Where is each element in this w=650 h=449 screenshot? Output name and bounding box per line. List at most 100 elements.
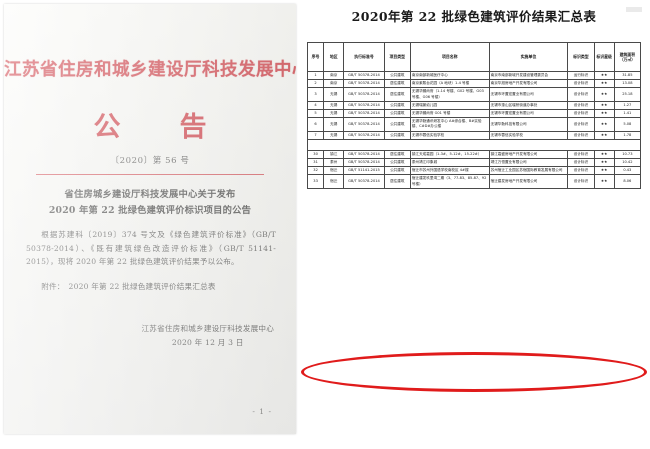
row-cell-unit: 无锡华勤科技有限公司 xyxy=(488,117,569,132)
table-body: 1 南京 GB/T 50378-2014 公共建筑 南京南部新城医疗中心 南京市南部新城开… xyxy=(306,70,642,189)
row-cell-no: 33 xyxy=(306,174,325,189)
row-cell-stars: ★★ xyxy=(593,79,615,89)
column-header-standard: 执行标准号 xyxy=(343,42,385,72)
row-cell-project-type: 公共建筑 xyxy=(383,117,411,132)
table-row[interactable]: 1 南京 GB/T 50378-2014 公共建筑 南京南部新城医疗中心 南京市南部新城开… xyxy=(306,70,642,81)
table-title: 2020年第 22 批绿色建筑评价结果汇总表 xyxy=(351,9,597,24)
row-cell-unit: 靖江万恒置业有限公司 xyxy=(488,158,569,168)
row-cell-stars: ★★ xyxy=(593,70,615,81)
row-cell-standard: GB/T 50378-2014 xyxy=(343,130,385,140)
row-cell-stars: ★★ xyxy=(593,117,615,132)
row-cell-label-type: 设计标识 xyxy=(567,117,595,132)
table-header: 序号 地区 执行标准号 项目类型 项目名称 实施单位 标识类型 标识星级 建筑面… xyxy=(306,42,642,72)
column-header-region: 地区 xyxy=(323,42,345,72)
row-cell-region: 镇江 xyxy=(323,149,345,160)
table-row[interactable]: 4 无锡 GB/T 50378-2014 公共建筑 无锡瑞景幼儿园 无锡市惠山区堰桥街道办… xyxy=(306,100,642,111)
row-cell-label-type: 设计标识 xyxy=(567,100,595,111)
row-cell-standard: GB/T 51141-2015 xyxy=(343,166,385,176)
row-cell-region: 无锡 xyxy=(323,109,345,119)
row-cell-region: 无锡 xyxy=(323,87,345,102)
attachment-line: 附件： 2020 年第 22 批绿色建筑评价结果汇总表 xyxy=(41,281,216,291)
row-cell-unit: 南京华旭房地产开发有限公司 xyxy=(488,79,569,89)
row-cell-project-type: 居住建筑 xyxy=(383,87,411,102)
column-header-label-type: 标识类型 xyxy=(567,42,595,72)
row-cell-stars: ★★ xyxy=(593,166,615,176)
table-row[interactable]: 30 镇江 GB/T 50378-2014 居住建筑 镇江天成嘉园（1-3#、5-12#… xyxy=(306,149,642,160)
table-row[interactable]: 2 南京 GB/T 50378-2014 居住建筑 南京紫熙台花园（A 地块）1-4 号… xyxy=(306,79,642,89)
row-cell-standard: GB/T 50378-2014 xyxy=(343,109,385,119)
column-header-unit: 实施单位 xyxy=(488,42,569,72)
body-paragraph: 根据苏建科〔2019〕374 号文及《绿色建筑评价标准》（GB/T 50378-… xyxy=(26,230,276,266)
row-cell-area: 1.41 xyxy=(613,109,642,119)
row-cell-label-type: 设计标识 xyxy=(567,149,595,160)
row-cell-label-type: 设计标识 xyxy=(567,130,595,140)
table-row[interactable]: 32 宿迁 GB/T 51141-2015 公共建筑 宿迁市苏州外国语学校南校区 4#楼… xyxy=(306,166,642,176)
row-cell-no: 6 xyxy=(306,117,325,132)
announcement-body: 根据苏建科〔2019〕374 号文及《绿色建筑评价标准》（GB/T 50378-… xyxy=(26,228,276,304)
row-cell-unit: 宿迁建发房地产开发有限公司 xyxy=(488,174,569,189)
row-cell-no: 32 xyxy=(306,166,325,176)
column-header-no: 序号 xyxy=(306,42,325,72)
column-header-area: 建筑面积 （万㎡） xyxy=(613,42,642,72)
table-row[interactable]: 31 泰州 GB/T 50378-2014 公共建筑 泰州靖江印象城 靖江万恒置业有限公司… xyxy=(306,158,642,168)
row-cell-project-name: 无锡华勤通讯研发中心 A#综合楼、B#实验楼、C#D#办公楼 xyxy=(409,117,490,132)
table-row[interactable]: 6 无锡 GB/T 50378-2014 公共建筑 无锡华勤通讯研发中心 A#综合楼、B… xyxy=(306,117,642,132)
row-cell-label-type: 设计标识 xyxy=(567,87,595,102)
row-cell-stars: ★★ xyxy=(593,109,615,119)
row-cell-standard: GB/T 50378-2014 xyxy=(343,87,385,102)
row-cell-region: 无锡 xyxy=(323,100,345,111)
row-cell-label-type: 设计标识 xyxy=(567,158,595,168)
row-cell-region: 宿迁 xyxy=(323,174,345,189)
row-cell-stars: ★★ xyxy=(593,158,615,168)
row-cell-no: 3 xyxy=(306,87,325,102)
row-cell-project-name: 南京南部新城医疗中心 xyxy=(409,70,490,81)
row-cell-label-type: 设计标识 xyxy=(567,79,595,89)
row-cell-area: 0.43 xyxy=(613,166,642,176)
area-header-main: 建筑面积 xyxy=(619,51,636,57)
row-cell-area: 10.73 xyxy=(613,149,642,160)
row-cell-project-type: 居住建筑 xyxy=(383,174,411,189)
document-number: 〔2020〕第 56 号 xyxy=(110,156,190,166)
issuing-organization-title: 江苏省住房和城乡建设厅科技发展中心 xyxy=(4,60,296,80)
row-cell-unit: 无锡市蓉信实验学校 xyxy=(488,130,569,140)
table-row[interactable]: 33 宿迁 GB/T 50378-2014 居住建筑 宿迁建发玖里湾二期（3、77-83… xyxy=(306,174,642,189)
row-cell-unit: 镇江嘉盛房地产开发有限公司 xyxy=(488,149,569,160)
announcement-document: 江苏省住房和城乡建设厅科技发展中心 公 告 〔2020〕第 56 号 省住房城乡… xyxy=(4,4,296,434)
row-cell-stars: ★★ xyxy=(593,149,615,160)
row-cell-unit: 无锡市惠山区堰桥街道办事处 xyxy=(488,100,569,111)
row-cell-region: 无锡 xyxy=(323,117,345,132)
row-cell-standard: GB/T 50378-2014 xyxy=(343,79,385,89)
area-header-unit: （万㎡） xyxy=(619,57,636,62)
column-header-stars: 标识星级 xyxy=(593,42,615,72)
row-cell-project-type: 公共建筑 xyxy=(383,130,411,140)
row-cell-no: 5 xyxy=(306,109,325,119)
row-cell-region: 南京 xyxy=(323,79,345,89)
row-cell-region: 无锡 xyxy=(323,130,345,140)
table-row[interactable]: 5 无锡 GB/T 50378-2014 公共建筑 无锡华臻尚府 G01 号楼 无锡市环置… xyxy=(306,109,642,119)
row-cell-unit: 无锡市环置宏置业有限公司 xyxy=(488,87,569,102)
table-row[interactable]: 3 无锡 GB/T 50378-2014 居住建筑 无锡华臻尚府（1-14 号楼、G02… xyxy=(306,87,642,102)
subtitle-line-2: 2020 年第 22 批绿色建筑评价标识项目的公告 xyxy=(48,205,252,216)
row-cell-label-type: 设计标识 xyxy=(567,166,595,176)
row-cell-region: 宿迁 xyxy=(323,166,345,176)
table-row[interactable]: 7 无锡 GB/T 50378-2014 公共建筑 无锡市蓉信实验学校 无锡市蓉信实验学校… xyxy=(306,130,642,140)
table-header-row: 序号 地区 执行标准号 项目类型 项目名称 实施单位 标识类型 标识星级 建筑面… xyxy=(306,42,642,72)
row-cell-label-type: 设计标识 xyxy=(567,109,595,119)
row-cell-standard: GB/T 50378-2014 xyxy=(343,158,385,168)
row-cell-no: 4 xyxy=(306,100,325,111)
row-cell-stars: ★★ xyxy=(593,174,615,189)
row-cell-area: 5.08 xyxy=(613,117,642,132)
row-cell-project-name: 无锡瑞景幼儿园 xyxy=(409,100,490,111)
row-cell-project-name: 镇江天成嘉园（1-3#、5-12#、15-22#） xyxy=(409,149,490,160)
row-cell-project-type: 公共建筑 xyxy=(383,70,411,81)
row-cell-project-name: 南京紫熙台花园（A 地块）1-4 号楼 xyxy=(409,79,490,89)
row-cell-project-type: 公共建筑 xyxy=(383,109,411,119)
row-cell-standard: GB/T 50378-2014 xyxy=(343,100,385,111)
summary-table-document: 2020年第 22 批绿色建筑评价结果汇总表 序号 地区 执行标准号 项目类型 … xyxy=(304,2,644,444)
row-cell-unit: 无锡市环置宏置业有限公司 xyxy=(488,109,569,119)
row-cell-area: 13.08 xyxy=(613,79,642,89)
row-cell-project-type: 居住建筑 xyxy=(383,149,411,160)
row-cell-project-type: 公共建筑 xyxy=(383,166,411,176)
row-cell-stars: ★★ xyxy=(593,100,615,111)
